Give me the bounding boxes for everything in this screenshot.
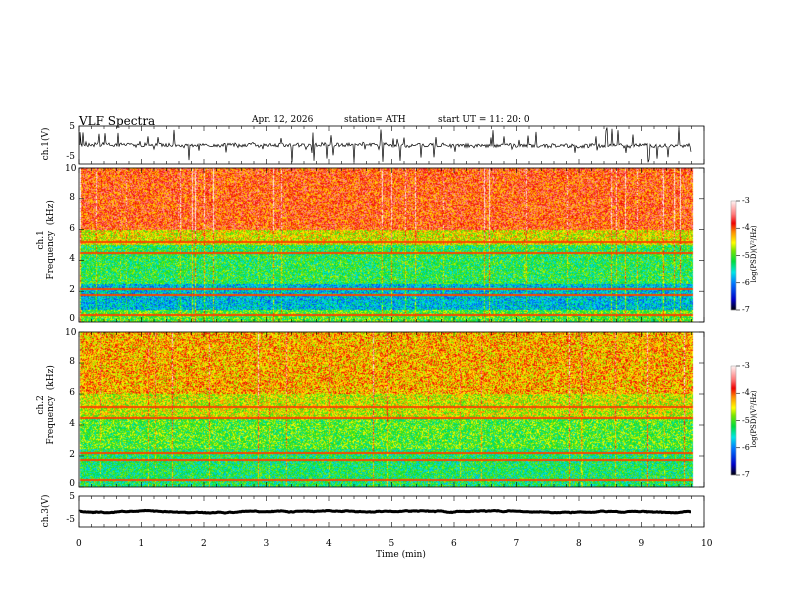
y-tick-label: 4	[69, 254, 75, 265]
ch1-ylabel: ch.1(V)	[41, 127, 52, 161]
colorbar2-label: log(PSD)(V²/Hz)	[750, 390, 759, 448]
x-tick-label: 0	[76, 539, 82, 549]
station-label: station= ATH	[344, 115, 406, 125]
colorbar-tick-label: -6	[742, 277, 750, 287]
colorbar-2	[730, 365, 737, 476]
y-tick-label: -5	[66, 152, 75, 162]
x-tick-label: 5	[388, 539, 395, 549]
colorbar-tick-label: -3	[742, 196, 750, 205]
x-tick-label: 3	[263, 539, 270, 549]
colorbar-tick-label: -6	[742, 442, 750, 452]
y-tick-label: 8	[69, 192, 75, 203]
xaxis-label: Time (min)	[376, 550, 426, 560]
y-tick-label: 10	[65, 164, 77, 174]
y-tick-label: 8	[69, 357, 75, 367]
start-ut-label: start UT = 11: 20: 0	[438, 115, 530, 125]
y-tick-label: 5	[69, 492, 75, 502]
colorbar-tick-label: -7	[742, 470, 750, 479]
y-tick-label: -5	[66, 515, 75, 525]
y-tick-label: 6	[69, 388, 75, 398]
x-tick-label: 4	[326, 539, 332, 549]
y-tick-label: 0	[69, 479, 75, 489]
ch2-spec-ylabel: ch.2 Frequency (kHz)	[36, 365, 56, 445]
figure-title: VLF Spectra	[79, 114, 156, 128]
colorbar-tick-label: -4	[742, 223, 750, 233]
ch1-waveform-line	[79, 127, 692, 163]
colorbar-tick-label: -7	[742, 305, 750, 314]
y-tick-label: 2	[69, 285, 75, 296]
ch1-spec-ylabel: ch.1 Frequency (kHz)	[36, 200, 56, 280]
y-tick-label: 0	[69, 314, 75, 324]
colorbar-tick-label: -3	[742, 361, 750, 370]
y-tick-label: 4	[69, 419, 75, 429]
x-tick-label: 7	[513, 539, 520, 549]
x-tick-label: 10	[701, 539, 713, 549]
y-tick-label: 6	[69, 223, 75, 234]
x-tick-label: 2	[201, 539, 207, 549]
colorbar-1	[730, 200, 737, 311]
date-label: Apr. 12, 2026	[252, 115, 314, 125]
x-tick-label: 1	[138, 539, 145, 549]
y-tick-label: 2	[69, 450, 75, 460]
x-tick-label: 8	[576, 539, 582, 549]
ch3-ylabel: ch.3(V)	[41, 494, 52, 528]
colorbar-tick-label: -5	[742, 250, 750, 260]
colorbar-tick-label: -4	[742, 388, 750, 398]
colorbar-tick-label: -5	[742, 415, 750, 425]
colorbar1-label: log(PSD)(V²/Hz)	[750, 225, 759, 283]
panel-frame-2	[78, 331, 705, 488]
x-tick-label: 6	[451, 539, 457, 549]
x-tick-label: 9	[638, 539, 645, 549]
y-tick-label: 10	[65, 328, 77, 338]
ch3-waveform-line	[78, 508, 691, 515]
panel-frame-1	[78, 167, 705, 323]
y-tick-label: 5	[69, 122, 75, 132]
